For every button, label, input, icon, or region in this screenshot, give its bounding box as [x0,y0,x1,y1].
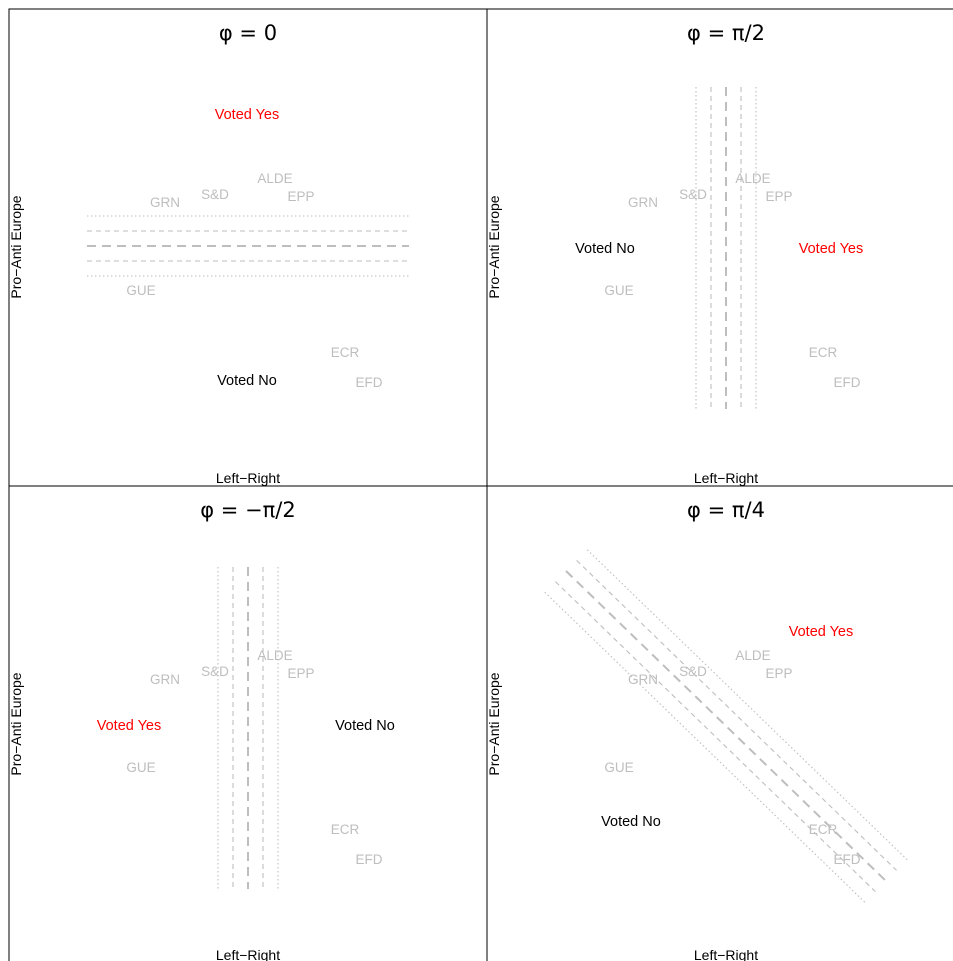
cutline-0 [565,570,887,882]
x-axis-label: Left−Right [216,470,280,486]
cutline-1 [576,559,897,871]
panel-title: φ = −π/2 [200,498,295,522]
party-label: S&D [679,187,707,202]
party-label: EFD [356,375,383,390]
party-label: ECR [809,822,838,837]
party-label: EFD [834,375,861,390]
party-label: EPP [287,666,314,681]
x-axis-label: Left−Right [694,470,758,486]
party-label: ALDE [735,171,770,186]
party-label: ECR [331,345,360,360]
party-label: GRN [150,672,180,687]
panel-frame [486,485,953,961]
party-label: EPP [287,189,314,204]
party-label: ALDE [735,648,770,663]
panel-2: φ = π/2 Left−Right Pro−Anti Europe GRN S&D AL… [486,8,953,487]
panel-4: φ = π/4 Left−Right Pro−Anti Europe GRN S&D AL… [486,485,953,961]
party-label: GRN [628,195,658,210]
party-label: S&D [201,187,229,202]
party-label: ALDE [257,648,292,663]
party-label: EPP [765,189,792,204]
y-axis-label: Pro−Anti Europe [8,672,24,775]
panel-title: φ = π/2 [687,21,765,45]
voted-yes-label: Voted Yes [97,718,162,734]
party-label: GUE [604,283,633,298]
voted-yes-label: Voted Yes [799,241,864,257]
voted-no-label: Voted No [217,373,277,389]
y-axis-label: Pro−Anti Europe [486,195,502,298]
voted-no-label: Voted No [575,241,635,257]
party-label: ECR [809,345,838,360]
cutline-2 [555,581,876,893]
party-label: GUE [126,283,155,298]
x-axis-label: Left−Right [694,947,758,961]
voted-yes-label: Voted Yes [789,624,854,640]
party-label: S&D [679,664,707,679]
party-label: GRN [628,672,658,687]
y-axis-label: Pro−Anti Europe [486,672,502,775]
party-label: EFD [834,852,861,867]
party-label: GRN [150,195,180,210]
party-label: GUE [126,760,155,775]
panel-title: φ = 0 [219,21,277,45]
y-axis-label: Pro−Anti Europe [8,195,24,298]
party-label: EFD [356,852,383,867]
panel-1: φ = 0 Left−Right Pro−Anti Europe GRN S&D ALDE… [8,8,488,487]
panel-frame [486,8,953,487]
party-label: S&D [201,664,229,679]
panel-3: φ = −π/2 Left−Right Pro−Anti Europe GRN S&D A… [8,485,488,961]
party-label: ECR [331,822,360,837]
panel-title: φ = π/4 [687,498,765,522]
panel-frame [8,8,488,487]
party-label: ALDE [257,171,292,186]
voted-no-label: Voted No [601,814,661,830]
x-axis-label: Left−Right [216,947,280,961]
party-label: EPP [765,666,792,681]
voted-no-label: Voted No [335,718,395,734]
party-label: GUE [604,760,633,775]
voted-yes-label: Voted Yes [215,107,280,123]
